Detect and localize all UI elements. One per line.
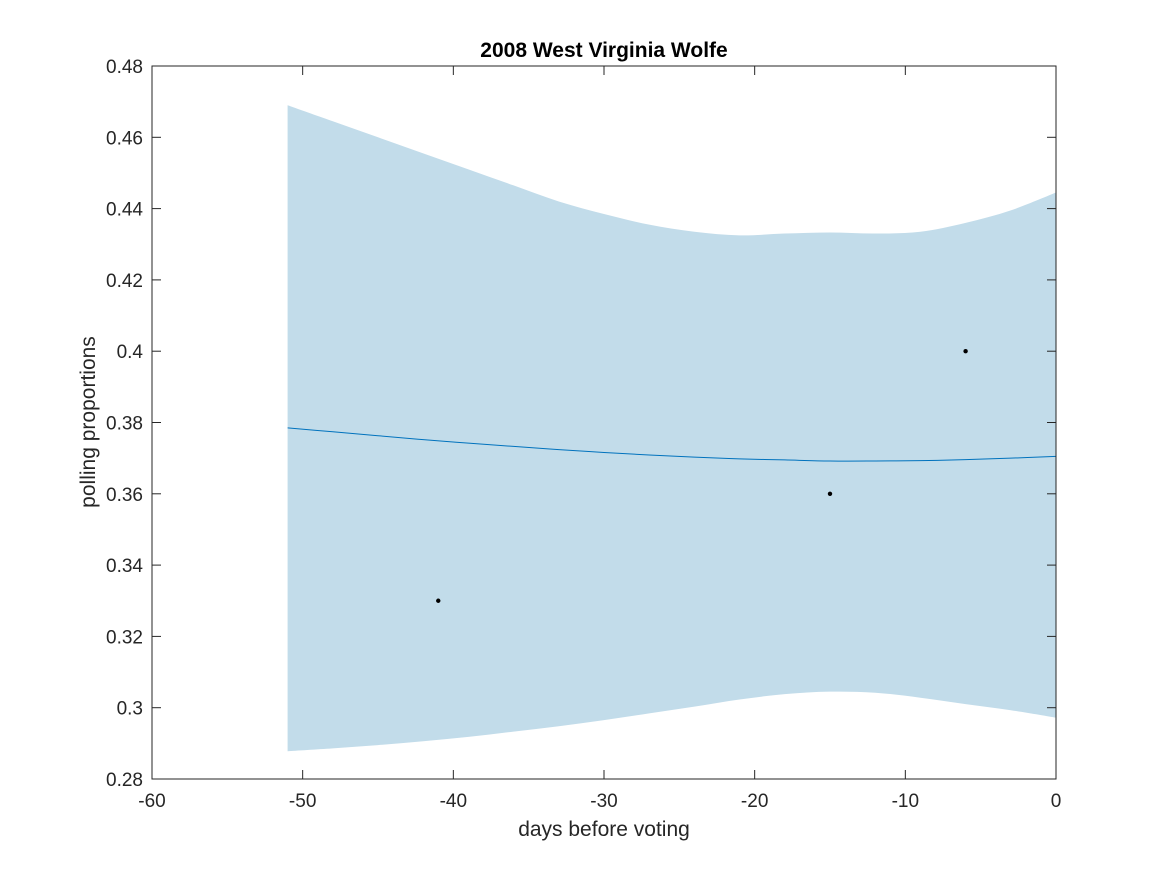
x-tick-label: -20 [741,791,768,812]
y-tick-label: 0.36 [106,485,143,506]
x-tick-label: -10 [892,791,919,812]
y-tick-label: 0.34 [106,556,143,577]
y-tick-label: 0.48 [106,57,143,78]
y-axis-label: polling proportions [77,336,100,508]
y-tick-label: 0.4 [117,342,144,363]
y-tick-label: 0.44 [106,200,143,221]
confidence-band [287,105,1057,752]
plot-layer [287,105,1057,752]
x-tick-label: 0 [1051,791,1062,812]
x-tick-label: -50 [289,791,316,812]
axes-layer: -60 -50 -40 -30 -20 -10 0 0.28 0.3 0.32 0.34 0.36 0.… [106,57,1061,812]
y-tick-label: 0.38 [106,414,143,435]
y-tick-label: 0.32 [106,627,143,648]
y-tick-label: 0.3 [117,699,143,720]
chart-title: 2008 West Virginia Wolfe [480,39,727,62]
poll-data-point [827,491,833,496]
y-tick-label: 0.28 [106,770,143,791]
fitted-trend-line [287,427,1057,462]
x-tick-label: -30 [590,791,617,812]
y-tick-label: 0.46 [106,128,143,149]
poll-data-point [436,598,441,603]
poll-data-point [963,349,968,354]
y-tick-label: 0.42 [106,271,143,292]
x-tick-label: -60 [138,791,165,812]
x-tick-label: -40 [440,791,467,812]
x-axis-label: days before voting [518,818,690,841]
